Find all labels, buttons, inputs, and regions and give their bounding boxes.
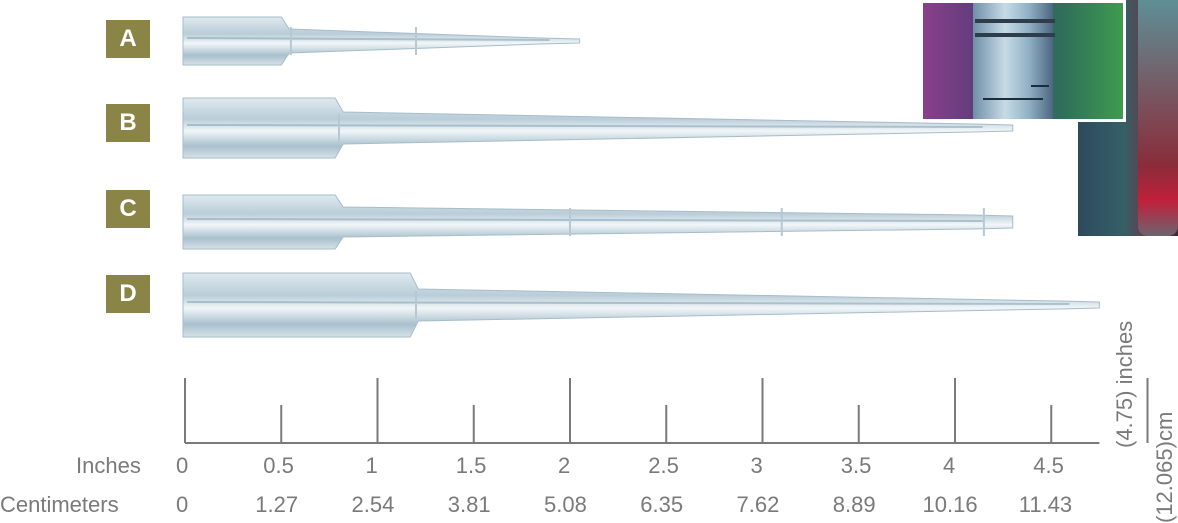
inch-tick-label: 4: [943, 453, 956, 478]
inch-tick-label: 2: [558, 453, 571, 478]
tip-label-d: D: [106, 275, 150, 313]
pipette-tip-c: [182, 194, 1014, 250]
inches-axis-title: Inches: [76, 453, 141, 478]
total-cm-label: (12.065)cm: [1152, 411, 1177, 523]
inch-tick-label: 2.5: [648, 453, 679, 478]
cm-tick-label: 5.08: [544, 492, 587, 517]
cm-tick-label: 8.89: [832, 492, 876, 517]
cm-tick-label: 10.16: [922, 492, 978, 517]
cm-tick-label: 2.54: [351, 492, 395, 517]
centimeters-axis-title: Centimeters: [0, 492, 119, 517]
cm-tick-label: 6.35: [640, 492, 684, 517]
tip-highlight: [186, 301, 1070, 305]
inch-tick-label: 3.5: [840, 453, 872, 478]
pipette-tip-b: [182, 97, 1014, 159]
pipette-closeup-photo: [920, 0, 1126, 122]
tip-highlight: [186, 218, 983, 222]
pipette-tip-a: [182, 16, 581, 66]
inch-tick-label: 0: [176, 453, 189, 478]
inch-tick-label: 4.5: [1033, 453, 1064, 478]
tip-label-a: A: [106, 20, 150, 58]
pipette-tip-d: [182, 272, 1100, 338]
cm-tick-label: 11.43: [1018, 492, 1073, 517]
tip-highlight: [186, 37, 550, 41]
inch-tick-label: 3: [750, 453, 763, 478]
cm-tick-label: 7.62: [736, 492, 780, 517]
tip-label-c: C: [106, 190, 150, 228]
cm-tick-label: 0: [176, 492, 189, 517]
cm-tick-label: 1.27: [255, 492, 299, 517]
inch-tick-label: 1: [365, 453, 378, 478]
inch-tick-label: 0.5: [263, 453, 294, 478]
total-inches-label: (4.75) inches: [1112, 320, 1137, 448]
tip-label-b: B: [106, 104, 150, 142]
inch-tick-label: 1.5: [455, 453, 487, 478]
cm-tick-label: 3.81: [447, 492, 491, 517]
tip-highlight: [186, 124, 983, 128]
